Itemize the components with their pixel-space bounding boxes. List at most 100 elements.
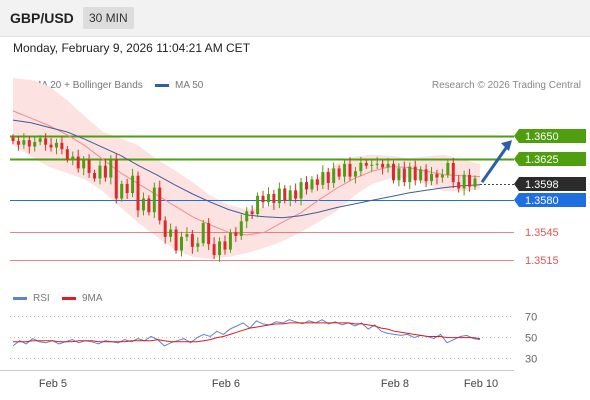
candle-body bbox=[98, 165, 102, 179]
candle-body bbox=[256, 195, 260, 215]
candle-body bbox=[435, 173, 439, 178]
candle-body bbox=[228, 232, 232, 250]
candle-body bbox=[38, 138, 42, 142]
rsi-tick-30: 30 bbox=[525, 354, 537, 366]
ma50-swatch bbox=[155, 83, 169, 87]
candle-body bbox=[266, 193, 270, 203]
price-tag-label-1.3598: 1.3598 bbox=[525, 179, 559, 191]
price-tag-1.3598 bbox=[514, 177, 586, 191]
x-tick-feb-8: Feb 8 bbox=[381, 378, 409, 390]
candle-body bbox=[272, 193, 276, 204]
candle-body bbox=[169, 229, 173, 237]
candle-body bbox=[419, 169, 423, 181]
legend-rsi: RSI bbox=[13, 293, 50, 304]
candle-body bbox=[125, 183, 129, 194]
candle-body bbox=[49, 144, 53, 148]
forecast-arrow-shaft bbox=[480, 144, 510, 183]
legend-9ma-label: 9MA bbox=[82, 293, 103, 304]
candle-body bbox=[120, 183, 124, 199]
candle-body bbox=[413, 166, 417, 181]
candle-body bbox=[185, 234, 189, 237]
candle-body bbox=[424, 169, 428, 182]
candle-body bbox=[321, 172, 325, 185]
candle-body bbox=[337, 168, 341, 177]
candle-body bbox=[179, 236, 183, 251]
candle-body bbox=[261, 195, 265, 203]
candle-body bbox=[364, 162, 368, 166]
candle-body bbox=[430, 173, 434, 182]
candle-body bbox=[250, 211, 254, 215]
candle-body bbox=[386, 163, 390, 168]
price-tag-1.3580 bbox=[514, 193, 586, 207]
candle-body bbox=[451, 162, 455, 183]
chart-header: GBP/USD 30 MIN bbox=[0, 0, 590, 37]
price-tag-label-1.3515: 1.3515 bbox=[525, 255, 559, 267]
symbol-title: GBP/USD bbox=[10, 10, 74, 26]
candle-body bbox=[87, 160, 91, 173]
candle-body bbox=[141, 198, 145, 211]
candle-body bbox=[473, 178, 477, 187]
candle-body bbox=[446, 162, 450, 175]
legend-ma20-label: MA 20 + Bollinger Bands bbox=[33, 80, 143, 91]
candle-body bbox=[27, 140, 31, 147]
candle-body bbox=[147, 198, 151, 213]
candle-body bbox=[103, 165, 107, 178]
candle-body bbox=[332, 168, 336, 184]
candle-body bbox=[440, 174, 444, 178]
candle-body bbox=[11, 137, 15, 142]
candle-body bbox=[136, 175, 140, 211]
candle-body bbox=[71, 156, 75, 160]
candle-body bbox=[299, 182, 303, 199]
candle-body bbox=[93, 172, 97, 179]
candle-body bbox=[305, 182, 309, 190]
candle-body bbox=[212, 244, 216, 256]
candle-body bbox=[359, 162, 363, 172]
candle-body bbox=[44, 138, 48, 145]
candle-body bbox=[234, 232, 238, 236]
forecast-arrow-head bbox=[501, 140, 512, 152]
candle-body bbox=[131, 175, 135, 194]
candle-body bbox=[152, 187, 156, 213]
candle-body bbox=[353, 171, 357, 177]
x-tick-feb-5: Feb 5 bbox=[39, 378, 67, 390]
candle-body bbox=[397, 168, 401, 181]
candle-body bbox=[375, 163, 379, 165]
legend-ma50-label: MA 50 bbox=[175, 80, 204, 91]
rsi-series-9MA bbox=[13, 322, 481, 343]
price-tag-label-1.3650: 1.3650 bbox=[525, 131, 559, 143]
candle-body bbox=[462, 174, 466, 189]
timeframe-badge[interactable]: 30 MIN bbox=[83, 7, 134, 29]
candle-body bbox=[174, 229, 178, 251]
rsi-tick-50: 50 bbox=[525, 333, 537, 345]
x-tick-feb-6: Feb 6 bbox=[212, 378, 240, 390]
candle-body bbox=[370, 164, 374, 166]
candle-body bbox=[343, 163, 347, 177]
candle-body bbox=[457, 182, 461, 189]
candle-body bbox=[239, 221, 243, 236]
ma20-line bbox=[12, 110, 481, 236]
candle-body bbox=[201, 223, 205, 244]
candle-body bbox=[245, 211, 249, 222]
price-tag-1.3625 bbox=[514, 152, 586, 166]
candle-body bbox=[294, 190, 298, 199]
candle-body bbox=[277, 188, 281, 204]
candle-body bbox=[33, 141, 37, 147]
price-tag-1.3650 bbox=[514, 129, 586, 143]
legend-ma50: MA 50 bbox=[155, 80, 203, 91]
candle-body bbox=[54, 142, 58, 148]
candle-body bbox=[326, 172, 330, 184]
candle-body bbox=[207, 223, 211, 245]
candle-body bbox=[348, 163, 352, 177]
candle-body bbox=[163, 220, 167, 237]
rsi-series-RSI bbox=[12, 319, 481, 347]
candle-body bbox=[158, 187, 162, 221]
candle-body bbox=[218, 241, 222, 256]
candle-body bbox=[190, 234, 194, 247]
legend-rsi-label: RSI bbox=[33, 293, 50, 304]
candle-body bbox=[283, 188, 287, 201]
candle-body bbox=[16, 141, 20, 145]
candle-body bbox=[196, 243, 200, 247]
candle-body bbox=[65, 149, 69, 160]
candle-body bbox=[402, 168, 406, 183]
